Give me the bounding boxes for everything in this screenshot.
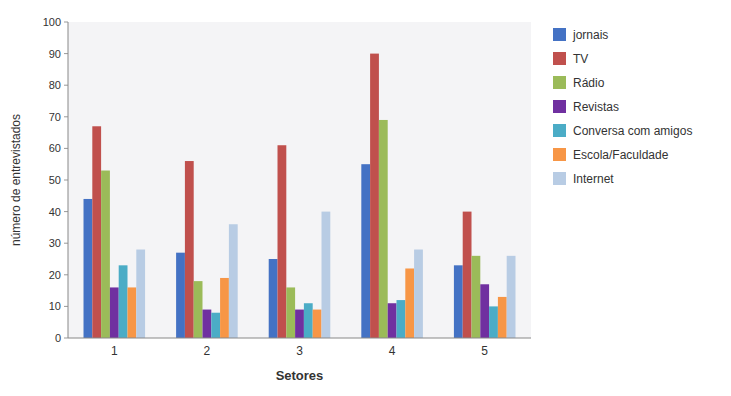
bar (361, 164, 370, 338)
bar (110, 287, 119, 338)
bar (203, 310, 212, 338)
bar (220, 278, 229, 338)
y-tick (64, 274, 68, 275)
legend-label: Internet (573, 172, 614, 186)
y-tick-label: 30 (49, 237, 61, 249)
bar (313, 310, 322, 338)
y-tick-label: 0 (55, 332, 61, 344)
bar (379, 120, 388, 338)
y-tick (64, 148, 68, 149)
legend-label: Escola/Faculdade (573, 148, 669, 162)
bar (489, 306, 498, 338)
y-tick (64, 180, 68, 181)
legend-swatch (553, 28, 566, 41)
y-tick-label: 10 (49, 300, 61, 312)
bar (127, 287, 136, 338)
bar (396, 300, 405, 338)
legend-swatch (553, 148, 566, 161)
bar (101, 171, 110, 338)
legend-swatch (553, 100, 566, 113)
y-tick (64, 53, 68, 54)
y-tick (64, 116, 68, 117)
bar (498, 297, 507, 338)
y-tick (64, 306, 68, 307)
y-tick (64, 243, 68, 244)
legend-swatch (553, 124, 566, 137)
y-axis-line (68, 22, 69, 338)
y-tick-label: 70 (49, 111, 61, 123)
y-tick-label: 50 (49, 174, 61, 186)
y-axis-label: número de entrevistados (9, 114, 23, 246)
x-axis-line (68, 338, 531, 339)
bar (388, 303, 397, 338)
y-tick-label: 20 (49, 269, 61, 281)
bar (278, 145, 287, 338)
bar (176, 253, 185, 338)
bar (321, 212, 330, 338)
x-tick-label: 1 (111, 344, 118, 358)
x-axis-label: Setores (276, 368, 324, 383)
y-tick (64, 211, 68, 212)
y-tick (64, 338, 68, 339)
bar (405, 268, 414, 338)
legend-swatch (553, 172, 566, 185)
y-tick-label: 80 (49, 79, 61, 91)
y-tick (64, 85, 68, 86)
bar (229, 224, 238, 338)
bar (92, 126, 101, 338)
x-tick-label: 3 (296, 344, 303, 358)
y-tick-label: 40 (49, 206, 61, 218)
bar (507, 256, 516, 338)
bar (119, 265, 128, 338)
bar (454, 265, 463, 338)
y-ticks: 0 10 20 30 40 50 60 70 80 90 100 (43, 16, 68, 344)
bar (269, 259, 278, 338)
bar (286, 287, 295, 338)
legend: jornais TV Rádio Revistas Conversa com amigo… (553, 28, 692, 186)
bar (84, 199, 93, 338)
bar (472, 256, 481, 338)
bar (463, 212, 472, 338)
bar (414, 250, 423, 338)
bar (194, 281, 203, 338)
y-tick-label: 100 (43, 16, 61, 28)
bars (84, 54, 516, 338)
legend-swatch (553, 76, 566, 89)
y-tick (64, 22, 68, 23)
legend-label: Rádio (573, 76, 605, 90)
bar (211, 313, 220, 338)
legend-label: jornais (572, 28, 608, 42)
legend-label: Conversa com amigos (573, 124, 692, 138)
bar (295, 310, 304, 338)
bar (136, 250, 145, 338)
plot-area (68, 22, 531, 338)
y-tick-label: 60 (49, 142, 61, 154)
legend-label: Revistas (573, 100, 619, 114)
bar (185, 161, 194, 338)
y-tick-label: 90 (49, 48, 61, 60)
bar (370, 54, 379, 338)
x-ticks: 1 2 3 4 5 (111, 344, 488, 358)
x-tick-label: 4 (389, 344, 396, 358)
bar (304, 303, 313, 338)
x-tick-label: 5 (481, 344, 488, 358)
x-tick-label: 2 (204, 344, 211, 358)
legend-swatch (553, 52, 566, 65)
bar (480, 284, 489, 338)
chart: 0 10 20 30 40 50 60 70 80 90 100 1 2 3 4 5 Setores número… (0, 0, 731, 396)
legend-label: TV (573, 52, 588, 66)
